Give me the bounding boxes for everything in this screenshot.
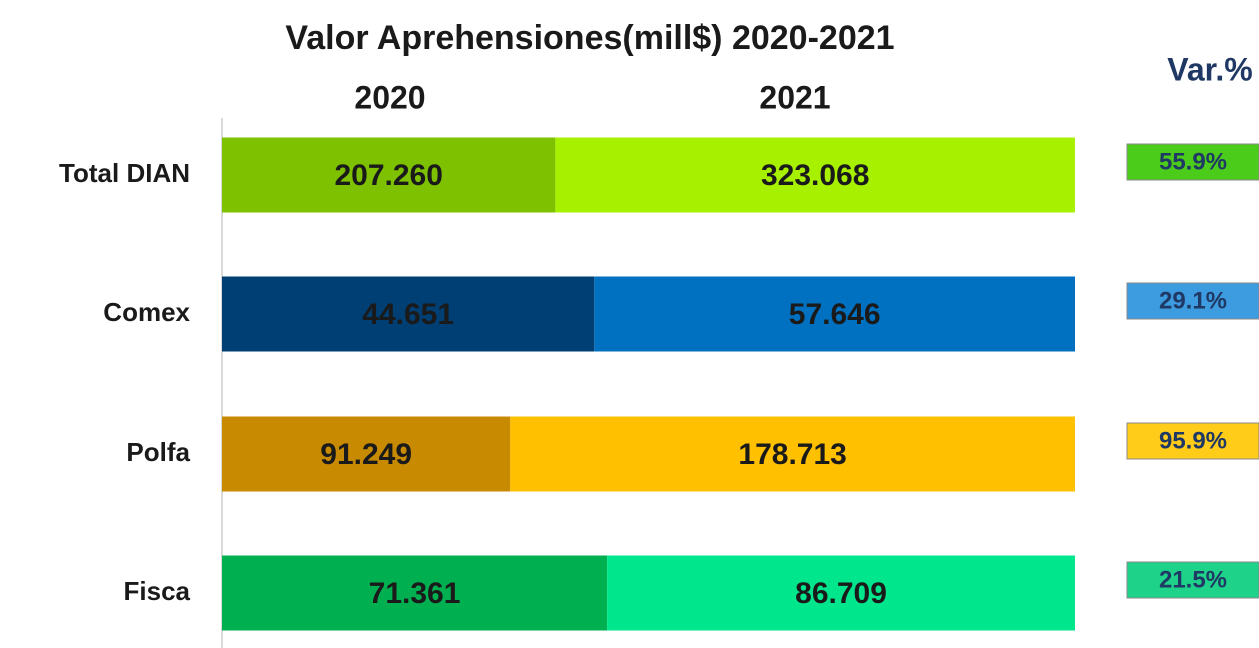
- value-label: 207.260: [334, 159, 442, 192]
- series-header: 2021: [759, 79, 830, 115]
- bar-segment: [510, 416, 1075, 492]
- series-header: 2020: [354, 79, 425, 115]
- value-label: 71.361: [369, 577, 461, 610]
- value-label: 44.651: [362, 298, 454, 331]
- value-label: 86.709: [795, 577, 887, 610]
- variation-tag: [1126, 422, 1259, 460]
- variation-tag: [1126, 282, 1259, 320]
- bar-segment: [222, 276, 595, 352]
- bar-segment: [222, 137, 556, 213]
- value-label: 323.068: [761, 159, 869, 192]
- value-label: 91.249: [320, 438, 412, 471]
- variation-label: 29.1%: [1159, 287, 1227, 314]
- variation-label: 95.9%: [1159, 427, 1227, 454]
- variation-label: 55.9%: [1159, 148, 1227, 175]
- variation-tag: [1126, 143, 1259, 181]
- chart-title: Valor Aprehensiones(mill$) 2020-2021: [285, 19, 894, 57]
- value-label: 57.646: [789, 298, 881, 331]
- variation-tag: [1126, 561, 1259, 599]
- bar-segment: [607, 555, 1075, 631]
- value-label: 178.713: [738, 438, 846, 471]
- bar-segment: [555, 137, 1075, 213]
- category-label: Total DIAN: [59, 158, 190, 188]
- category-label: Fisca: [124, 576, 191, 606]
- category-label: Comex: [103, 297, 190, 327]
- bar-segment: [222, 416, 511, 492]
- bar-segment: [594, 276, 1075, 352]
- bar-segment: [222, 555, 608, 631]
- variation-label: 21.5%: [1159, 566, 1227, 593]
- category-label: Polfa: [126, 437, 190, 467]
- variation-title: Var.%: [1167, 51, 1252, 87]
